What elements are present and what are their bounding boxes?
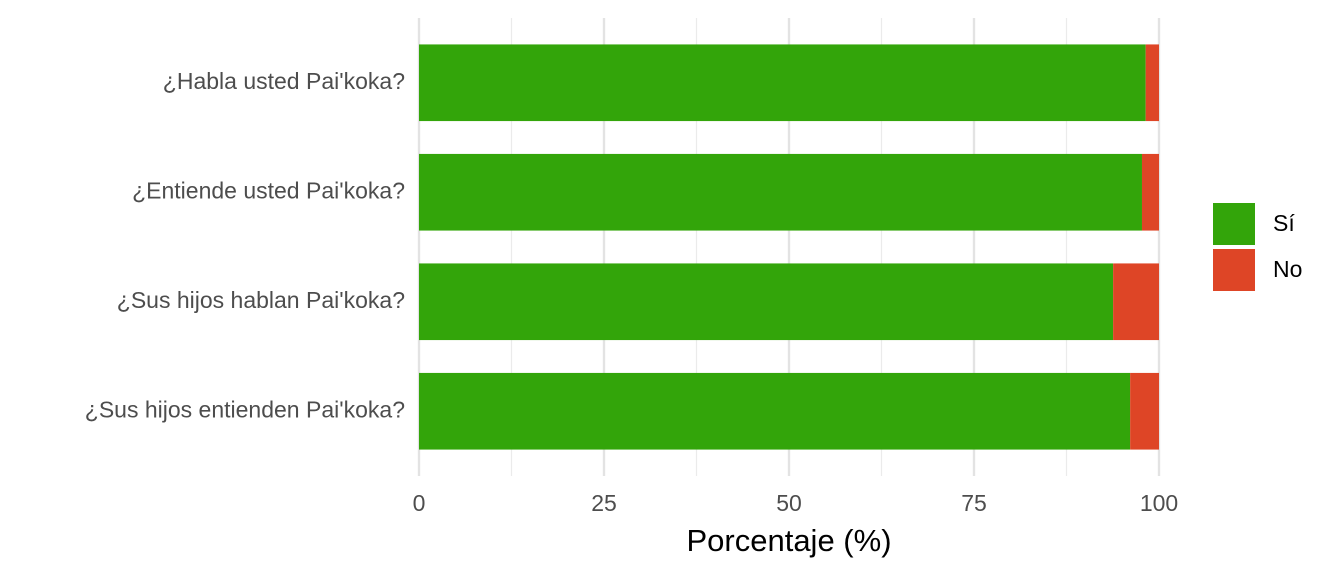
legend-label: No	[1273, 256, 1302, 282]
x-tick-label: 100	[1140, 490, 1178, 516]
bar-segment	[419, 263, 1114, 341]
y-tick-label: ¿Sus hijos entienden Pai'koka?	[85, 396, 405, 422]
x-tick-label: 0	[413, 490, 426, 516]
x-tick-label: 50	[776, 490, 802, 516]
legend-key	[1213, 203, 1255, 245]
bar-segment	[1141, 153, 1159, 231]
bar-segment	[1145, 44, 1159, 122]
bar-segment	[419, 153, 1142, 231]
x-tick-label: 25	[591, 490, 617, 516]
x-tick-label: 75	[961, 490, 987, 516]
x-axis-title: Porcentaje (%)	[686, 523, 891, 558]
bar-segment	[1130, 372, 1159, 450]
y-tick-label: ¿Sus hijos hablan Pai'koka?	[117, 287, 405, 313]
bar-segment	[419, 44, 1146, 122]
legend-label: Sí	[1273, 210, 1295, 236]
bar-segment	[1113, 263, 1159, 341]
bar-segment	[419, 372, 1131, 450]
y-tick-label: ¿Habla usted Pai'koka?	[163, 68, 405, 94]
legend-key	[1213, 249, 1255, 291]
y-tick-label: ¿Entiende usted Pai'koka?	[132, 177, 405, 203]
